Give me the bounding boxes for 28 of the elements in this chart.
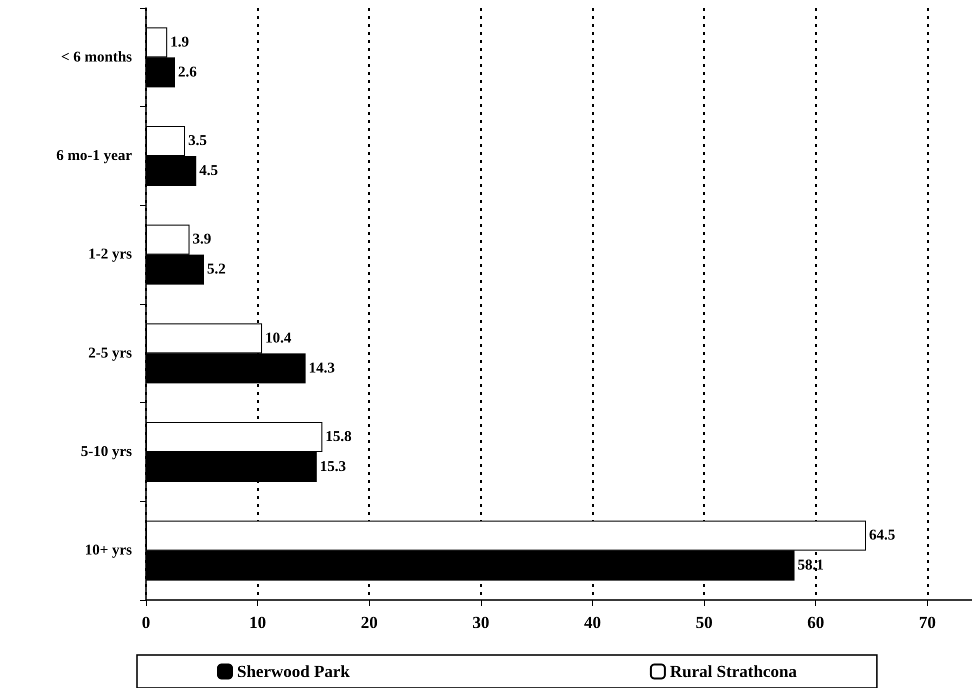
x-tick-label: 70	[918, 613, 936, 632]
y-tick-label: 2-5 yrs	[88, 345, 132, 362]
y-tick-label: 5-10 yrs	[80, 444, 132, 460]
y-tick-label: 6 mo-1 year	[56, 148, 132, 164]
x-tick-label: 30	[472, 613, 490, 632]
y-tick-label: 10+ yrs	[84, 542, 132, 559]
data-label: 15.3	[320, 459, 346, 475]
x-tick-label: 20	[360, 613, 378, 632]
y-tick-label: < 6 months	[60, 49, 132, 66]
legend-label: Sherwood Park	[237, 662, 350, 681]
data-label: 14.3	[308, 360, 335, 376]
data-label: 15.8	[325, 429, 352, 445]
x-tick-label: 40	[584, 613, 601, 632]
data-label: 3.5	[188, 133, 207, 149]
data-label: 10.4	[265, 330, 292, 346]
data-label: 58.1	[798, 558, 824, 574]
data-label: 5.2	[207, 262, 226, 278]
x-tick-label: 50	[696, 613, 713, 632]
data-label: 1.9	[170, 34, 189, 50]
y-tick-label: 1-2 yrs	[88, 246, 132, 263]
x-tick-label: 60	[807, 613, 824, 632]
x-tick-label: 0	[142, 613, 150, 632]
data-label: 2.6	[178, 64, 198, 80]
legend-label: Rural Strathcona	[670, 662, 798, 681]
x-tick-label: 10	[249, 613, 266, 632]
data-label: 64.5	[868, 528, 896, 544]
data-label: 3.9	[192, 232, 212, 248]
data-label: 4.5	[199, 163, 218, 179]
